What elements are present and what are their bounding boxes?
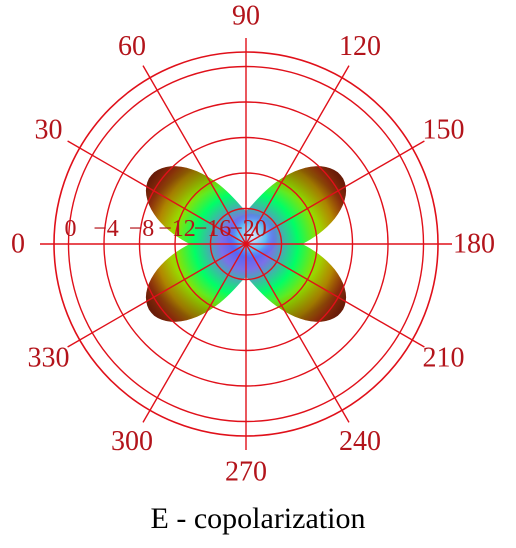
angle-tick-label: 240 xyxy=(339,426,381,457)
grid-spoke xyxy=(245,140,425,245)
grid-spoke xyxy=(67,243,247,348)
radiation-pattern-core xyxy=(226,214,278,258)
angle-tick-label: 120 xyxy=(339,31,381,62)
grid-spoke xyxy=(142,243,247,423)
radial-tick-label: −20 xyxy=(229,216,267,242)
grid-spoke xyxy=(245,65,350,245)
chart-caption: E - copolarization xyxy=(150,502,366,535)
radial-tick-label: −4 xyxy=(93,216,119,242)
radial-tick-label: −12 xyxy=(158,216,196,242)
angle-tick-label: 90 xyxy=(232,1,260,32)
angle-tick-label: 180 xyxy=(453,229,495,260)
angle-tick-label: 270 xyxy=(225,457,267,488)
radial-tick-label: −16 xyxy=(194,216,232,242)
angle-tick-label: 330 xyxy=(28,343,70,374)
angle-tick-label: 150 xyxy=(422,115,464,146)
radial-tick-label: −8 xyxy=(129,216,155,242)
grid-spoke xyxy=(245,243,425,348)
radial-tick-label: 0 xyxy=(65,216,77,242)
angle-tick-label: 210 xyxy=(422,343,464,374)
angle-tick-label: 300 xyxy=(111,426,153,457)
angle-tick-label: 60 xyxy=(118,31,146,62)
angle-tick-label: 0 xyxy=(11,229,25,260)
grid-spoke xyxy=(245,243,350,423)
angle-tick-label: 30 xyxy=(35,115,63,146)
grid-spoke xyxy=(67,140,247,245)
grid-spoke xyxy=(142,65,247,245)
